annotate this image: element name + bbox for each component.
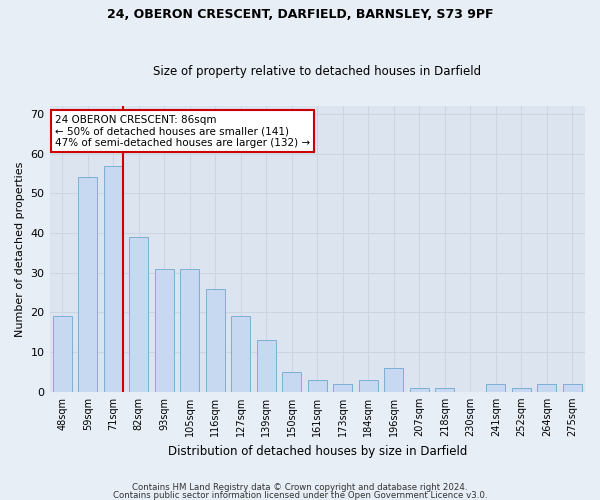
Bar [486, 384, 505, 392]
Text: Contains public sector information licensed under the Open Government Licence v3: Contains public sector information licen… [113, 490, 487, 500]
Bar [155, 269, 174, 392]
Bar [384, 368, 403, 392]
Bar [282, 372, 301, 392]
Bar [435, 388, 454, 392]
Bar [410, 388, 429, 392]
Bar [257, 340, 276, 392]
Bar [231, 316, 250, 392]
X-axis label: Distribution of detached houses by size in Darfield: Distribution of detached houses by size … [167, 444, 467, 458]
Text: Contains HM Land Registry data © Crown copyright and database right 2024.: Contains HM Land Registry data © Crown c… [132, 484, 468, 492]
Y-axis label: Number of detached properties: Number of detached properties [15, 161, 25, 336]
Bar [333, 384, 352, 392]
Bar [537, 384, 556, 392]
Bar [180, 269, 199, 392]
Bar [53, 316, 72, 392]
Bar [359, 380, 378, 392]
Text: 24, OBERON CRESCENT, DARFIELD, BARNSLEY, S73 9PF: 24, OBERON CRESCENT, DARFIELD, BARNSLEY,… [107, 8, 493, 20]
Bar [563, 384, 582, 392]
Bar [129, 237, 148, 392]
Text: 24 OBERON CRESCENT: 86sqm
← 50% of detached houses are smaller (141)
47% of semi: 24 OBERON CRESCENT: 86sqm ← 50% of detac… [55, 114, 310, 148]
Bar [512, 388, 531, 392]
Bar [206, 288, 225, 392]
Title: Size of property relative to detached houses in Darfield: Size of property relative to detached ho… [153, 66, 481, 78]
Bar [308, 380, 327, 392]
Bar [104, 166, 123, 392]
Bar [78, 178, 97, 392]
